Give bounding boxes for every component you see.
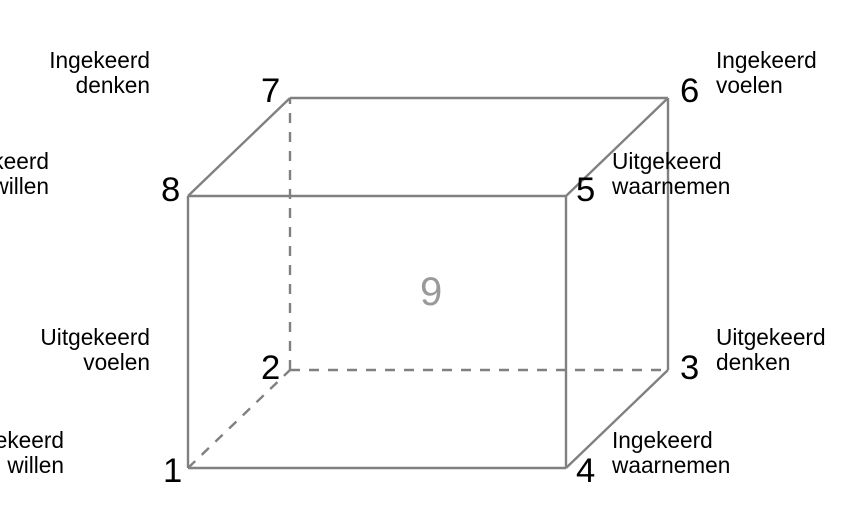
vertex-label-8: Uitgekeerd willen — [0, 149, 49, 200]
vertex-label-7: Ingekeerd denken — [49, 48, 150, 99]
vertex-label-4: Ingekeerd waarnemen — [612, 428, 730, 479]
vertex-label-5: Uitgekeerd waarnemen — [612, 149, 730, 200]
vertex-label-3: Uitgekeerd denken — [716, 325, 826, 376]
vertex-number-4: 4 — [576, 454, 595, 489]
vertex-label-6: Ingekeerd voelen — [716, 48, 817, 99]
vertex-number-6: 6 — [680, 74, 699, 109]
vertex-number-2: 2 — [261, 351, 280, 386]
vertex-number-3: 3 — [680, 351, 699, 386]
center-number: 9 — [420, 272, 442, 312]
vertex-label-1: Ingekeerd willen — [0, 428, 64, 479]
cube-edge — [188, 98, 290, 196]
vertex-number-1: 1 — [163, 454, 182, 489]
cube-diagram: 9 1 Ingekeerd willen 4 Ingekeerd waarnemen 2 U… — [0, 0, 863, 512]
vertex-number-8: 8 — [161, 173, 180, 208]
vertex-label-2: Uitgekeerd voelen — [40, 325, 150, 376]
vertex-number-5: 5 — [576, 173, 595, 208]
vertex-number-7: 7 — [261, 74, 280, 109]
